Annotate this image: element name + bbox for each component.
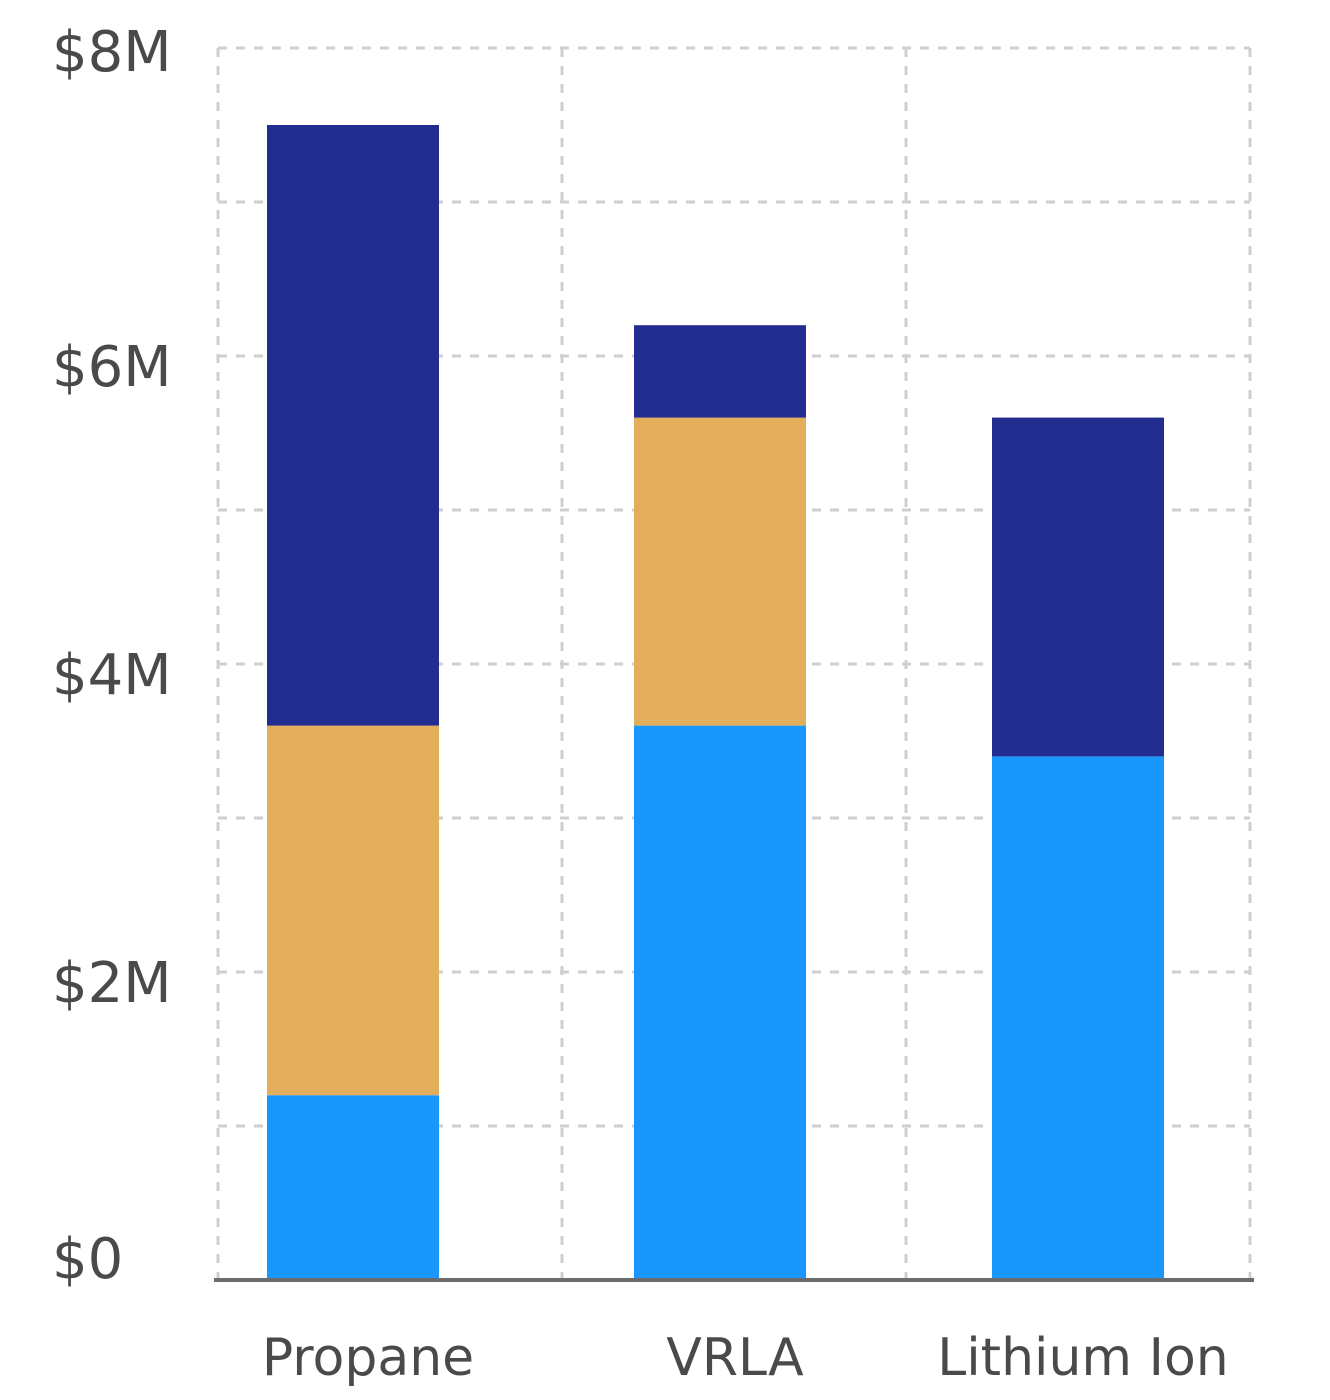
- bar-layer: [267, 125, 1164, 1280]
- y-tick-labels: $0 $2M $4M $6M $8M: [52, 20, 172, 1292]
- x-tick-label: Propane: [262, 1328, 474, 1388]
- y-tick-label: $8M: [52, 20, 172, 85]
- x-tick-label: VRLA: [666, 1328, 804, 1388]
- y-tick-label: $2M: [52, 951, 172, 1016]
- bar-segment-lithium-ion-s1: [992, 756, 1164, 1280]
- bar-segment-propane-s1: [267, 1095, 439, 1280]
- x-category-labels: Propane VRLA Lithium Ion: [262, 1328, 1229, 1388]
- grid-layer: [216, 46, 1252, 1280]
- bar-segment-lithium-ion-s3: [992, 417, 1164, 757]
- y-tick-label: $4M: [52, 643, 172, 708]
- y-tick-label: $0: [52, 1227, 123, 1292]
- bar-segment-propane-s2: [267, 725, 439, 1096]
- bar-segment-vrla-s1: [634, 725, 806, 1280]
- x-tick-label: Lithium Ion: [937, 1328, 1228, 1388]
- bar-segment-vrla-s2: [634, 417, 806, 726]
- bar-segment-vrla-s3: [634, 325, 806, 418]
- y-tick-label: $6M: [52, 335, 172, 400]
- bar-segment-propane-s3: [267, 125, 439, 726]
